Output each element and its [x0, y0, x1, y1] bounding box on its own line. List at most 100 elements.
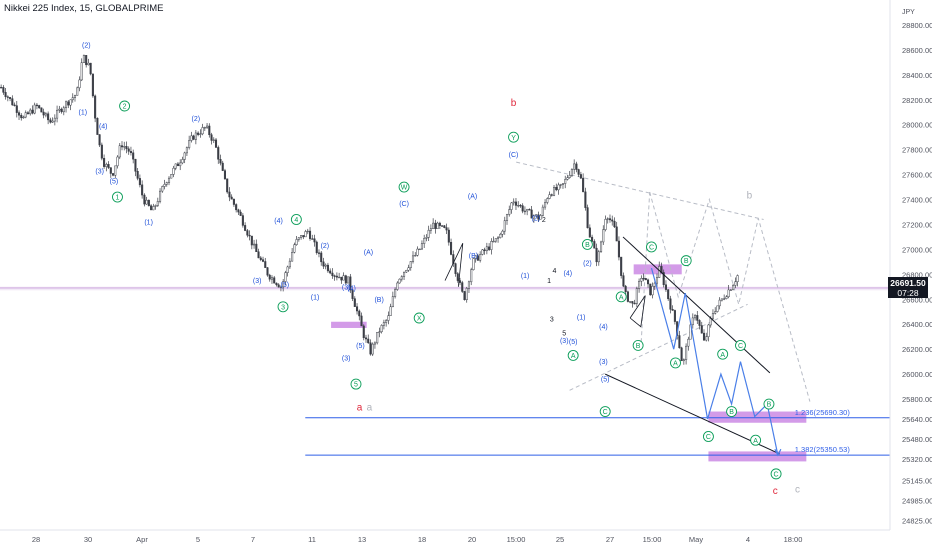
candle-body — [483, 249, 486, 252]
wave-label-circle — [508, 131, 519, 143]
candle-body — [214, 139, 218, 148]
candle-body — [147, 199, 150, 206]
candle-body — [720, 298, 723, 301]
dashed-projection-lines — [516, 161, 811, 402]
time-tick-label: 20 — [468, 535, 476, 544]
candle-body — [156, 201, 159, 206]
wave-label-circle — [599, 406, 611, 417]
wave-label: (1) — [144, 219, 153, 226]
candle-body — [732, 285, 735, 291]
wave-label: (2) — [82, 42, 91, 49]
candle-body — [488, 246, 491, 250]
candle-body — [82, 55, 85, 63]
candle-body — [80, 62, 83, 81]
candle-body — [4, 92, 7, 97]
wave-label: 2 — [542, 217, 546, 224]
wave-label: (5) — [281, 282, 290, 289]
candle-body — [96, 117, 99, 135]
candle-body — [85, 55, 88, 66]
price-grid — [0, 286, 890, 291]
candle-body — [396, 282, 399, 290]
candle-body — [188, 140, 191, 148]
wave-label: 2 — [123, 104, 127, 111]
candle-body — [230, 196, 233, 200]
candle-body — [470, 269, 473, 283]
candle-body — [9, 97, 12, 99]
candle-body — [291, 252, 294, 262]
candle-body — [91, 73, 94, 97]
candle-body — [550, 194, 553, 196]
candle-body — [49, 119, 52, 123]
wave-label: C — [603, 409, 608, 416]
wave-label: (2) — [321, 243, 330, 250]
candle-body — [716, 305, 719, 312]
last-price-tag: 26691.50 07:28 — [888, 277, 928, 298]
wave-label: (4) — [599, 324, 608, 331]
candle-body — [611, 219, 614, 222]
candle-body — [622, 275, 625, 287]
candle-body — [241, 215, 244, 226]
candle-body — [620, 256, 623, 276]
candle-body — [705, 336, 708, 341]
projection-arrowhead — [774, 448, 782, 457]
candle-body — [315, 241, 318, 254]
candle-body — [194, 132, 197, 140]
triangle-pattern — [444, 243, 464, 287]
candle-body — [26, 112, 30, 115]
candle-body — [58, 108, 61, 111]
candle-body — [586, 207, 589, 229]
time-tick-label: 15:00 — [643, 535, 662, 544]
candle-body — [555, 187, 558, 191]
wave-label: a — [367, 402, 373, 413]
candle-body — [266, 267, 269, 276]
wave-label-circle — [277, 301, 289, 313]
wave-label: (B) — [374, 297, 383, 304]
candle-body — [127, 148, 130, 152]
candle-body — [197, 132, 200, 135]
candle-body — [13, 104, 16, 107]
candle-body — [35, 104, 38, 107]
candle-body — [212, 139, 215, 141]
candle-body — [532, 215, 535, 219]
time-axis[interactable]: 28 30 Apr 5 7 11 13 18 20 15:00 25 27 15:00 May 4 18:00 — [0, 529, 890, 544]
candle-body — [0, 87, 3, 89]
last-price-value: 26691.50 — [890, 278, 926, 288]
candle-body — [275, 282, 278, 286]
wave-label-circle — [646, 241, 657, 253]
price-axis[interactable]: 24825.00 24985.00 25145.00 25320.00 25480.00… — [889, 0, 932, 530]
candle-body — [172, 167, 175, 175]
candle-body — [575, 163, 578, 170]
candle-body — [132, 152, 135, 160]
price-tick-label: 28000.00 — [902, 121, 932, 130]
candle-body — [450, 242, 453, 255]
wave-label-circle — [680, 255, 692, 267]
candle-body — [329, 270, 332, 274]
candle-body — [208, 125, 211, 136]
wave-label: (1) — [577, 314, 586, 321]
candle-body — [376, 332, 379, 344]
candle-body — [107, 164, 110, 168]
target-zone — [708, 411, 807, 423]
wave-label: 4 — [553, 268, 557, 275]
candle-body — [223, 170, 227, 180]
wave-label: c — [795, 485, 800, 496]
candle-body — [432, 222, 435, 229]
candle-body — [190, 135, 193, 141]
candle-body — [494, 238, 497, 242]
candle-body — [116, 156, 119, 167]
wave-label: B — [729, 409, 734, 416]
candle-body — [593, 241, 596, 249]
wave-label-circle — [717, 348, 729, 360]
candle-body — [138, 178, 141, 186]
candle-body — [418, 248, 421, 251]
candle-body — [145, 199, 148, 205]
wave-label: 5 — [354, 382, 358, 389]
wave-label-circle — [350, 378, 362, 390]
candle-body — [288, 260, 291, 268]
candle-body — [60, 108, 63, 113]
candle-body — [481, 249, 484, 255]
wave-label-circle — [632, 339, 644, 351]
candle-body — [467, 281, 470, 289]
candle-body — [382, 322, 385, 326]
